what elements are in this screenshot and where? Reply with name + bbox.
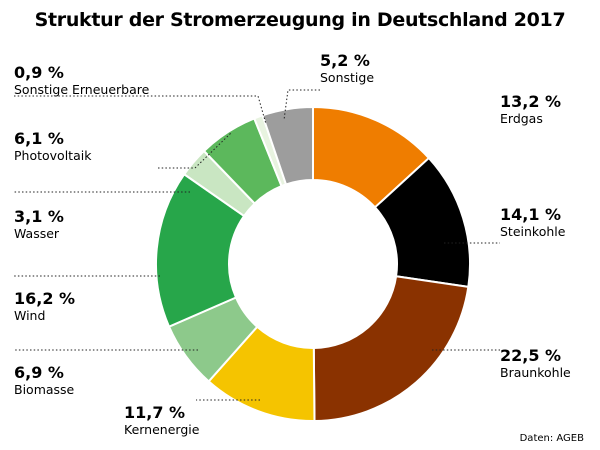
slices-group [155,105,471,423]
slice-label-braunkohle: Braunkohle [500,365,571,380]
slice-label-wind: Wind [14,308,45,323]
leader-lines [14,89,500,401]
slice-value-biomasse: 6,9 % [14,363,64,382]
slice-value-erdgas: 13,2 % [500,92,561,111]
slice-value-braunkohle: 22,5 % [500,346,561,365]
leader-line-photovoltaik [158,131,233,169]
slice-label-biomasse: Biomasse [14,382,75,397]
slice-value-kernenergie: 11,7 % [124,403,185,422]
chart-title: Struktur der Stromerzeugung in Deutschla… [35,9,566,31]
leader-line-sonstige-erneuerbare [14,95,267,125]
slice-braunkohle [312,275,470,423]
slice-value-steinkohle: 14,1 % [500,205,561,224]
slice-value-sonstige: 5,2 % [320,51,370,70]
source-note: Daten: AGEB [520,433,585,444]
slice-label-steinkohle: Steinkohle [500,224,566,239]
slice-value-wind: 16,2 % [14,289,75,308]
slice-label-photovoltaik: Photovoltaik [14,148,92,163]
slice-label-kernenergie: Kernenergie [124,422,200,437]
leader-line-sonstige [283,89,320,121]
slice-label-sonstige-erneuerbare: Sonstige Erneuerbare [14,82,150,97]
slice-value-wasser: 3,1 % [14,207,64,226]
slice-label-erdgas: Erdgas [500,111,543,126]
slice-label-wasser: Wasser [14,226,60,241]
slice-label-sonstige: Sonstige [320,70,374,85]
slice-sonstige [261,105,314,186]
slice-value-sonstige-erneuerbare: 0,9 % [14,63,64,82]
slice-value-photovoltaik: 6,1 % [14,129,64,148]
slice-labels: 13,2 %Erdgas 14,1 %Steinkohle 22,5 %Braunk… [14,51,571,437]
